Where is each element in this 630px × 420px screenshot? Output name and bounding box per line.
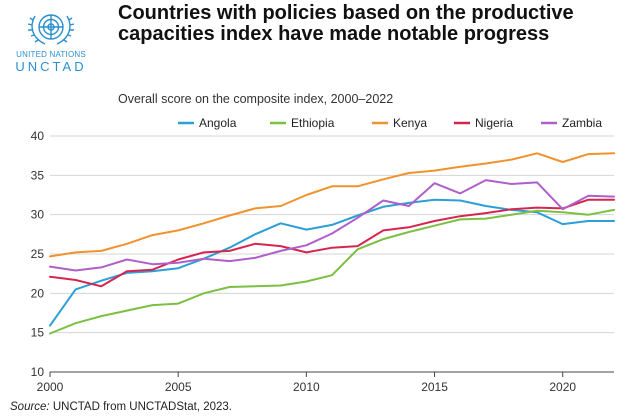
legend-label-zambia: Zambia bbox=[562, 116, 602, 130]
source-label: Source: bbox=[10, 401, 50, 413]
y-tick-label: 35 bbox=[31, 168, 45, 182]
series-line-angola bbox=[49, 198, 615, 327]
logo-org-name: UNITED NATIONS bbox=[16, 50, 86, 59]
series-line-nigeria bbox=[49, 198, 615, 288]
y-tick-label: 10 bbox=[31, 365, 45, 379]
legend-label-kenya: Kenya bbox=[393, 116, 427, 130]
x-tick-label: 2005 bbox=[165, 380, 192, 394]
legend-label-angola: Angola bbox=[199, 116, 237, 130]
legend-label-ethiopia: Ethiopia bbox=[291, 116, 335, 130]
series-line-kenya bbox=[49, 152, 615, 258]
un-emblem-icon bbox=[27, 14, 75, 45]
y-tick-label: 15 bbox=[31, 326, 45, 340]
logo-acronym: UNCTAD bbox=[15, 59, 87, 74]
x-tick-label: 2020 bbox=[549, 380, 576, 394]
y-tick-label: 40 bbox=[31, 129, 45, 143]
y-tick-label: 20 bbox=[31, 286, 45, 300]
chart-title: Countries with policies based on the pro… bbox=[118, 2, 574, 45]
x-tick-label: 2000 bbox=[37, 380, 64, 394]
chart-subtitle: Overall score on the composite index, 20… bbox=[118, 92, 394, 106]
source-text: UNCTAD from UNCTADStat, 2023. bbox=[49, 401, 232, 413]
x-tick-label: 2010 bbox=[293, 380, 320, 394]
series-line-zambia bbox=[49, 179, 615, 272]
un-logo: UNITED NATIONS UNCTAD bbox=[8, 6, 94, 76]
legend-label-nigeria: Nigeria bbox=[475, 116, 513, 130]
source-note: Source: UNCTAD from UNCTADStat, 2023. bbox=[10, 401, 232, 413]
x-tick-label: 2015 bbox=[421, 380, 448, 394]
y-tick-label: 30 bbox=[31, 208, 45, 222]
y-tick-label: 25 bbox=[31, 247, 45, 261]
series-line-ethiopia bbox=[49, 208, 615, 335]
